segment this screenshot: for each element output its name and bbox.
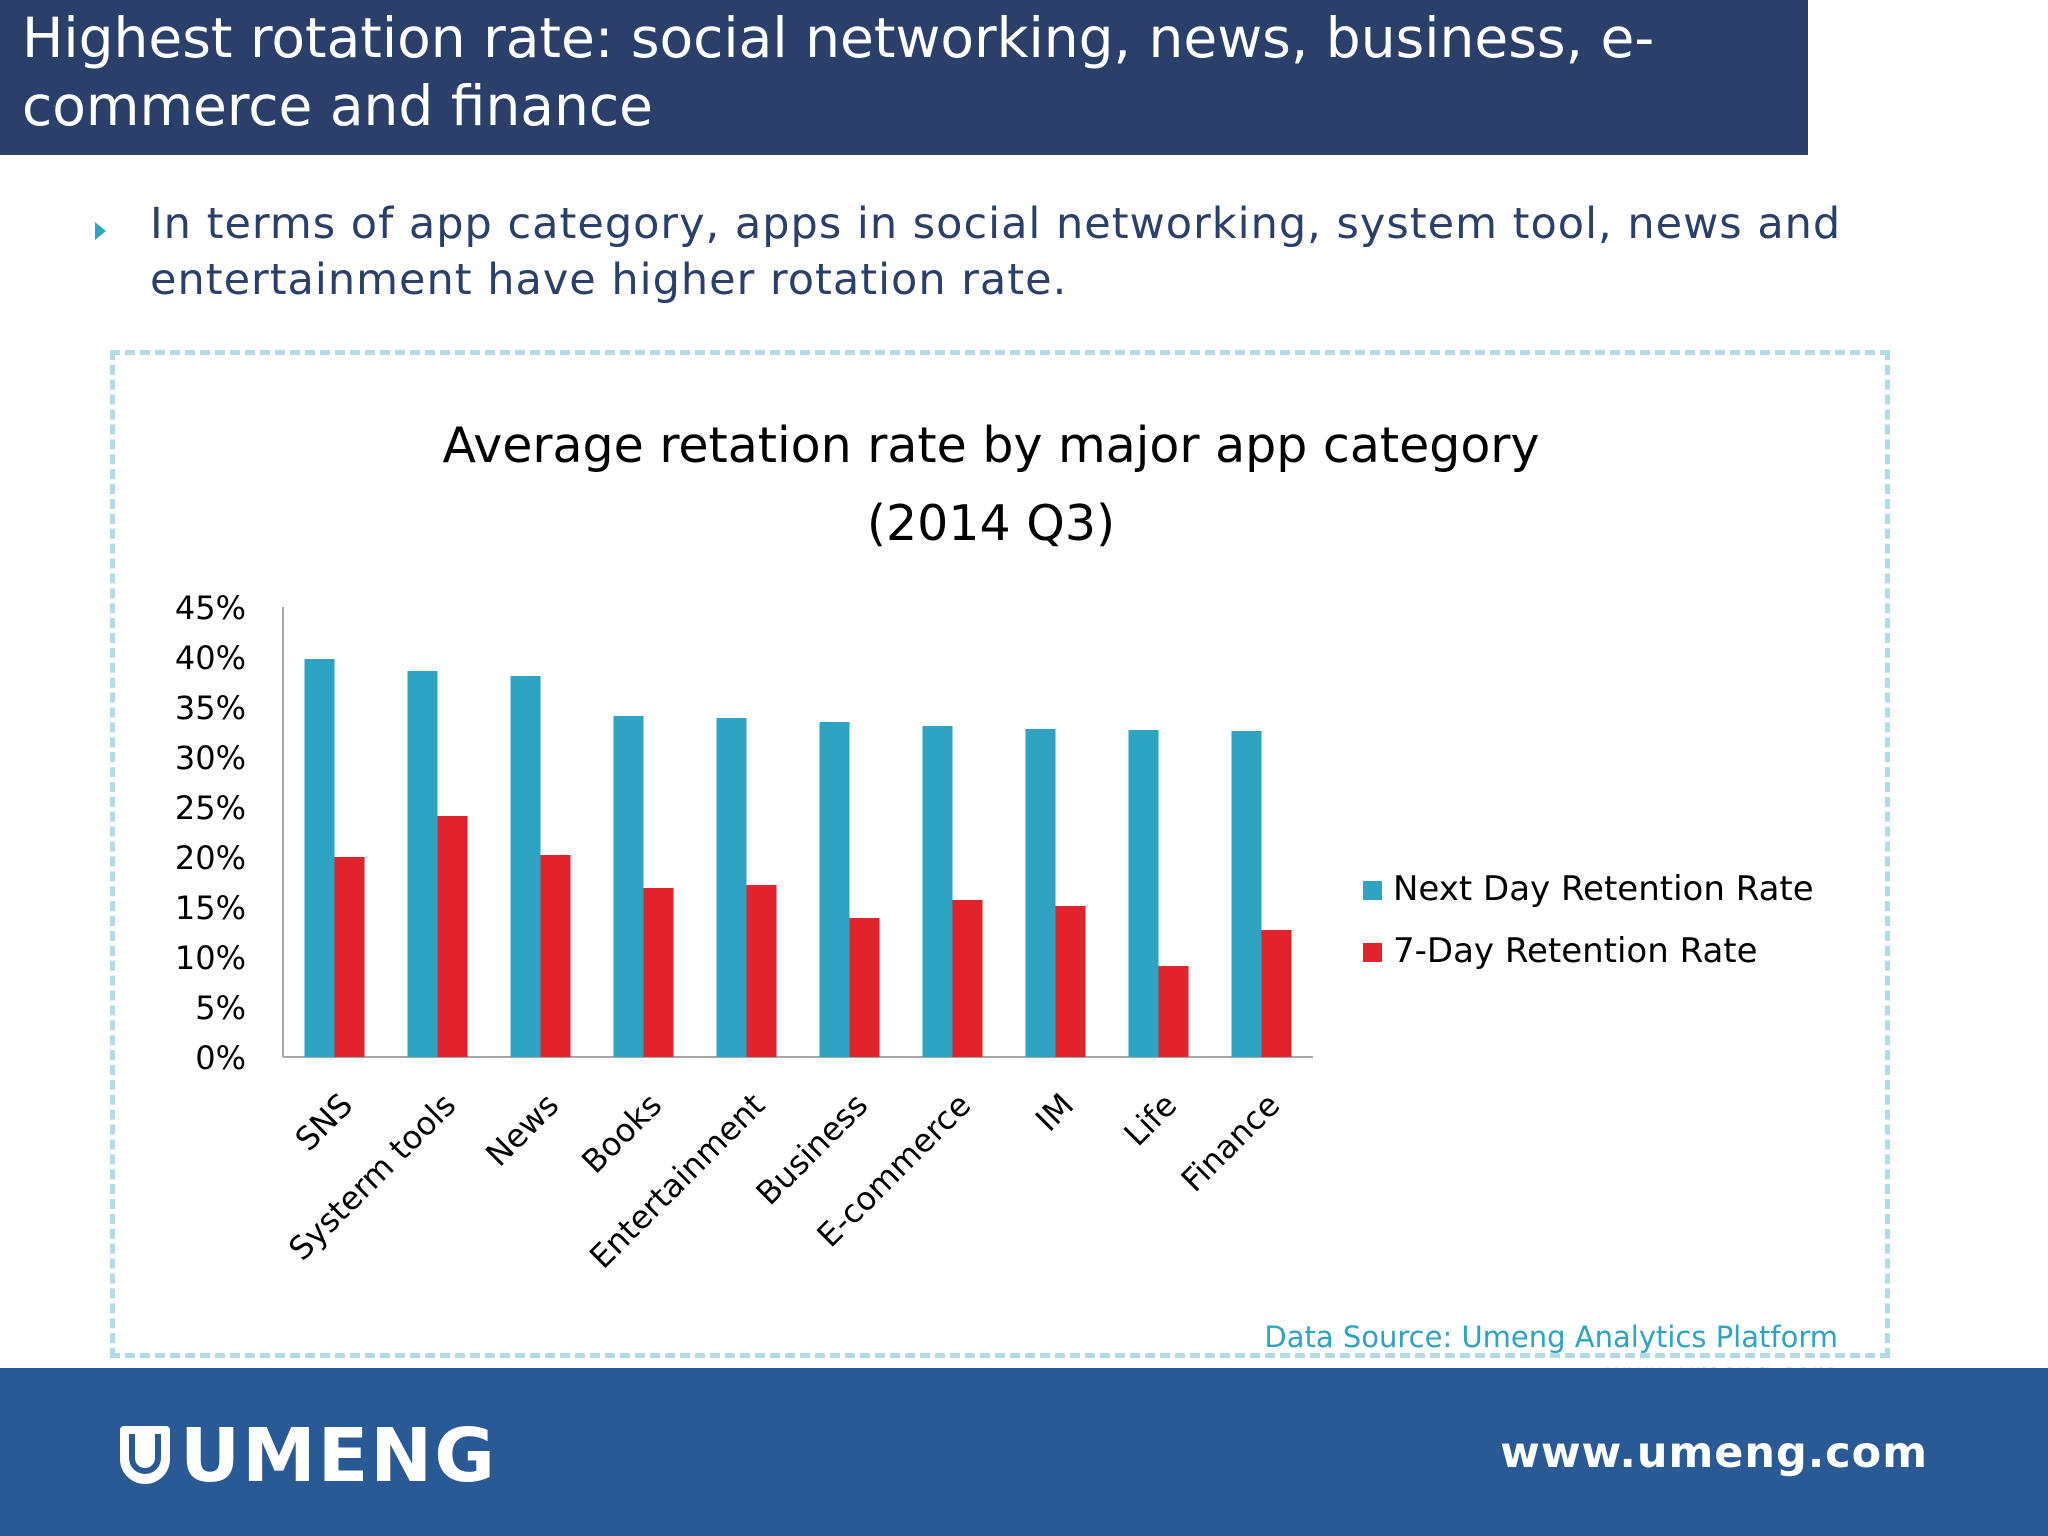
legend-swatch xyxy=(1363,881,1382,900)
umeng-logo-icon xyxy=(120,1426,170,1484)
chart-title: Average retation rate by major app categ… xyxy=(443,417,1540,474)
x-tick-label: SNS xyxy=(288,1086,361,1159)
legend-label: 7-Day Retention Rate xyxy=(1393,931,1758,971)
y-tick-label: 25% xyxy=(175,789,246,827)
legend-label: Next Day Retention Rate xyxy=(1393,869,1814,909)
bar-7-day xyxy=(849,918,880,1057)
bar-next-day xyxy=(407,671,438,1057)
bar-next-day xyxy=(819,722,850,1057)
y-axis: 0% 5% 10% 15% 20% 25% 30% 35% 40% 45% xyxy=(175,589,284,1077)
bar-chart: Average retation rate by major app categ… xyxy=(175,417,1814,1276)
bar-7-day xyxy=(746,885,777,1057)
bar-7-day xyxy=(1261,930,1292,1057)
footer-bar xyxy=(0,1368,2048,1536)
x-tick-label: IM xyxy=(1028,1086,1081,1139)
slide-title: Highest rotation rate: social networking… xyxy=(22,6,1655,138)
title-bar: Highest rotation rate: social networking… xyxy=(0,0,1808,155)
y-tick-label: 20% xyxy=(175,839,246,877)
bullet-text: In terms of app category, apps in social… xyxy=(150,199,1842,305)
x-tick-label: Entertainment xyxy=(582,1086,772,1276)
y-tick-label: 35% xyxy=(175,689,246,727)
y-tick-label: 5% xyxy=(195,989,246,1027)
bars xyxy=(304,659,1292,1057)
bar-next-day xyxy=(1231,731,1262,1057)
bar-7-day xyxy=(1055,906,1086,1057)
y-tick-label: 10% xyxy=(175,939,246,977)
bar-next-day xyxy=(304,659,335,1057)
bar-7-day xyxy=(952,900,983,1057)
bar-next-day xyxy=(716,718,747,1057)
bar-7-day xyxy=(437,816,468,1057)
bar-next-day xyxy=(613,716,644,1057)
bar-7-day xyxy=(1158,966,1189,1057)
x-tick-label: Books xyxy=(574,1086,669,1181)
bar-next-day xyxy=(510,676,541,1057)
x-tick-label: Finance xyxy=(1174,1086,1287,1199)
chart-frame xyxy=(110,350,1890,1358)
bar-7-day xyxy=(540,855,571,1057)
bar-7-day xyxy=(334,857,365,1057)
x-tick-label: News xyxy=(478,1086,566,1174)
legend: Next Day Retention Rate 7-Day Retention R… xyxy=(1363,869,1814,971)
bar-next-day xyxy=(1025,729,1056,1057)
footer-url: www.umeng.com xyxy=(1500,1428,1928,1478)
y-tick-label: 0% xyxy=(195,1039,246,1077)
x-tick-label: Life xyxy=(1117,1086,1185,1154)
bar-7-day xyxy=(643,888,674,1057)
y-tick-label: 40% xyxy=(175,639,246,677)
legend-swatch xyxy=(1363,943,1382,962)
data-source: Data Source: Umeng Analytics Platform xyxy=(1264,1320,1838,1354)
bar-next-day xyxy=(1128,730,1159,1057)
y-tick-label: 15% xyxy=(175,889,246,927)
y-tick-label: 30% xyxy=(175,739,246,777)
y-tick-label: 45% xyxy=(175,589,246,627)
umeng-logo: UMENG xyxy=(180,1413,497,1499)
chart-subtitle: (2014 Q3) xyxy=(867,495,1115,552)
bullet-triangle-icon xyxy=(95,222,106,240)
bar-next-day xyxy=(922,726,953,1057)
